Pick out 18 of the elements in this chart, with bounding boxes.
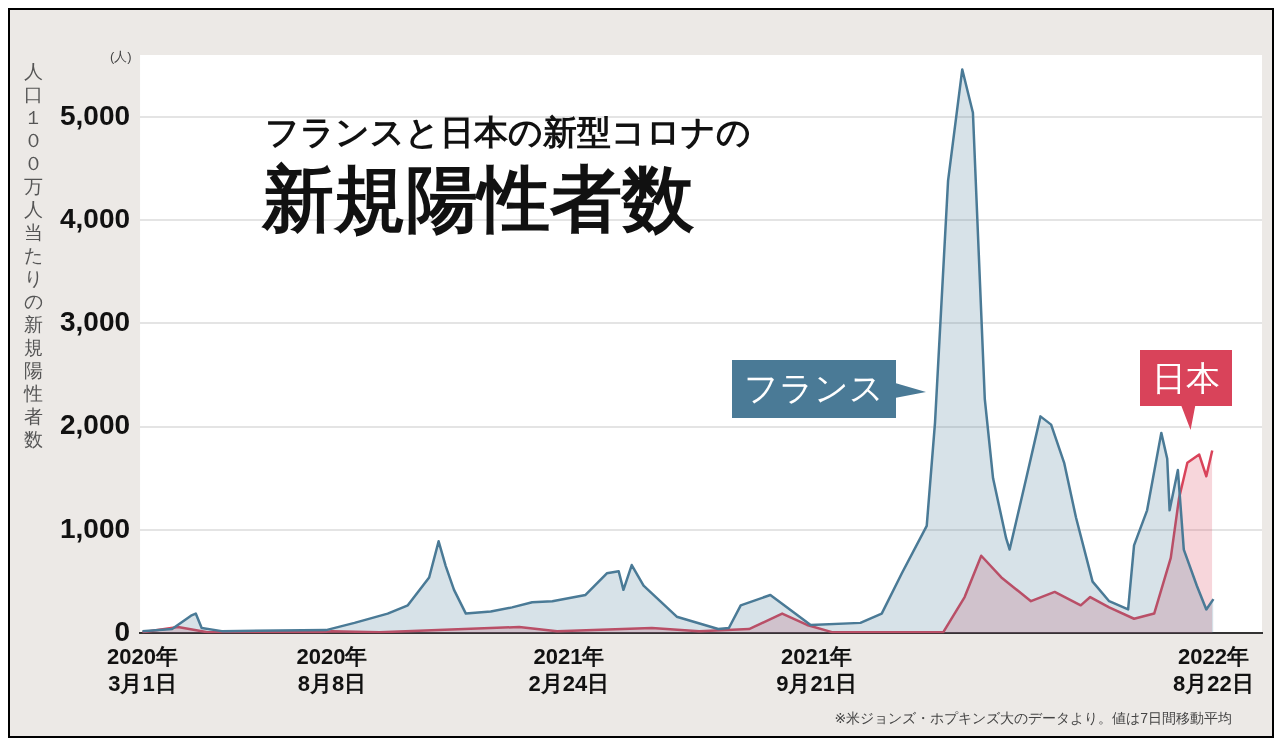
text: 人口１００万人当たりの新規陽性者数 [23,61,43,450]
x-tick-label: 2022年 8月22日 [1173,644,1254,696]
x-tick-label: 2020年 3月1日 [106,644,178,696]
text: (人) [110,48,132,66]
text: フランスと日本の新型コロナの [265,112,751,153]
y-tick-label: 5,000 [59,99,131,131]
y-tick-label: 1,000 [59,512,131,544]
x-tick-label: 2021年 9月21日 [776,644,857,696]
series-label: フランス [744,369,884,407]
text: ※米ジョンズ・ホプキンズ大のデータより。値は7日間移動平均 [834,710,1232,728]
x-tick-label: 2021年 2月24日 [528,644,610,696]
y-tick-label: 2,000 [59,409,131,441]
x-tick-label: 2020年 8月8日 [296,644,368,696]
series-label: 日本 [1152,359,1220,397]
text: 新規陽性者数 [262,159,694,240]
y-tick-label: 0 [114,615,131,647]
y-tick-label: 4,000 [59,202,131,234]
y-tick-label: 3,000 [59,306,131,338]
